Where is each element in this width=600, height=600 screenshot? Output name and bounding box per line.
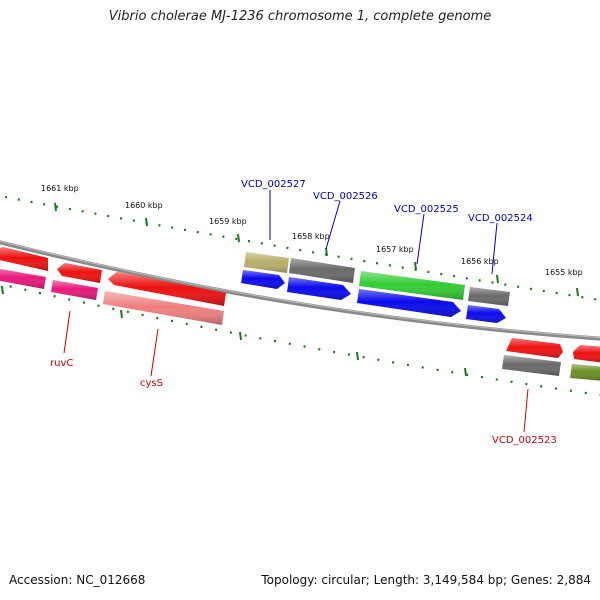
gene-label-ruvc[interactable]: ruvC: [50, 358, 73, 369]
gene-label-vcd-002523[interactable]: VCD_002523: [492, 435, 557, 446]
forward-strand-features: [241, 252, 510, 323]
ruler-label-1657: 1657 kbp: [376, 245, 414, 254]
reverse-strand-features: [0, 247, 226, 325]
ruler-label-1661: 1661 kbp: [41, 184, 79, 193]
ruler-lower-dots: [0, 282, 600, 397]
label-leaders-reverse: [63, 310, 529, 433]
ruler-label-1660: 1660 kbp: [125, 201, 163, 210]
chromosome-backbone: [0, 240, 600, 341]
chromosome-backbone-highlight: [0, 240, 600, 339]
ruler-upper-dots: [4, 195, 600, 302]
ruler-label-1655: 1655 kbp: [545, 268, 583, 277]
gene-label-vcd-002527[interactable]: VCD_002527: [241, 179, 306, 190]
gene-label-vcd-002525[interactable]: VCD_002525: [394, 204, 459, 215]
ruler-label-1658: 1658 kbp: [292, 232, 330, 241]
ruler-label-1659: 1659 kbp: [209, 217, 247, 226]
accession-text: Accession: NC_012668: [9, 573, 146, 587]
gene-label-vcd-002524[interactable]: VCD_002524: [468, 213, 533, 224]
ruler-major-ticks: [1, 202, 579, 377]
label-leaders-forward: [269, 190, 498, 275]
map-title: Vibrio cholerae MJ-1236 chromosome 1, co…: [108, 9, 492, 24]
genome-summary-text: Topology: circular; Length: 3,149,584 bp…: [261, 573, 591, 587]
ruler-label-1656: 1656 kbp: [461, 257, 499, 266]
gene-label-vcd-002526[interactable]: VCD_002526: [313, 191, 378, 202]
lower-right-features: [502, 338, 600, 381]
gene-label-cyss[interactable]: cysS: [140, 378, 163, 389]
